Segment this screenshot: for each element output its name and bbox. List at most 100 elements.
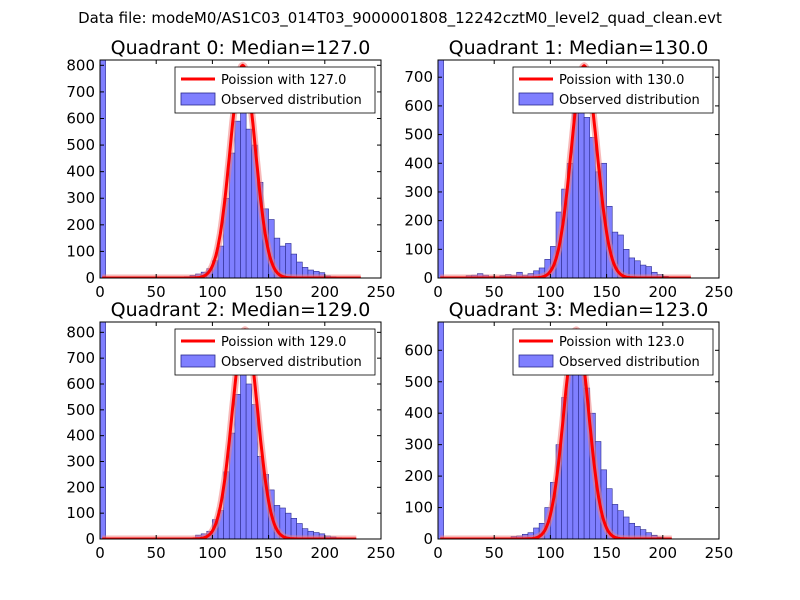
- x-tick-label: 150: [592, 283, 621, 301]
- x-tick-label: 150: [254, 283, 283, 301]
- histogram-bars: [438, 322, 664, 539]
- x-tick-label: 50: [147, 283, 166, 301]
- y-tick-label: 0: [85, 269, 95, 287]
- panel-quadrant-2: 0 50 100 150 200 250 0 100 200 300 400 500 600 700 800…: [66, 299, 395, 562]
- panel-title: Quadrant 2: Median=129.0: [111, 299, 371, 321]
- y-tick-label: 100: [66, 242, 95, 260]
- y-tick-label: 100: [66, 504, 95, 522]
- legend-line-label: Poission with 129.0: [221, 335, 346, 350]
- panel-title: Quadrant 3: Median=123.0: [449, 299, 709, 321]
- histogram-bar: [234, 394, 241, 539]
- x-tick-label: 250: [367, 544, 396, 562]
- legend-line-label: Poission with 130.0: [559, 73, 684, 88]
- x-tick-label: 50: [485, 544, 504, 562]
- x-tick-label: 50: [485, 283, 504, 301]
- histogram-bar: [617, 510, 624, 539]
- axes-frame: [437, 59, 720, 279]
- histogram-bar: [234, 120, 241, 278]
- x-tick-label: 0: [95, 544, 105, 562]
- y-tick-label: 500: [404, 373, 433, 391]
- axes-frame: [437, 321, 720, 540]
- legend-bar-label: Observed distribution: [221, 355, 362, 370]
- legend: Poission with 123.0 Observed distribution: [512, 328, 714, 376]
- y-tick-label: 300: [66, 453, 95, 471]
- poisson-curve: [439, 64, 692, 278]
- histogram-bar: [245, 383, 253, 539]
- legend-line-label: Poission with 123.0: [559, 335, 684, 350]
- panel-title: Quadrant 0: Median=127.0: [111, 37, 371, 59]
- y-tick-label: 200: [404, 467, 433, 485]
- histogram-bar: [438, 60, 444, 278]
- y-tick-label: 700: [66, 349, 95, 367]
- axes-frame: [99, 59, 382, 279]
- y-tick-label: 600: [66, 109, 95, 127]
- legend-bar-label: Observed distribution: [559, 93, 700, 108]
- legend: Poission with 127.0 Observed distribution: [174, 66, 376, 114]
- y-tick-label: 600: [404, 97, 433, 115]
- y-tick-label: 700: [404, 68, 433, 86]
- y-tick-label: 500: [404, 126, 433, 144]
- legend: Poission with 130.0 Observed distribution: [512, 66, 714, 114]
- legend-bar-swatch: [180, 92, 216, 106]
- y-tick-label: 0: [423, 530, 433, 548]
- y-tick-label: 800: [66, 56, 95, 74]
- poisson-curve: [101, 63, 362, 278]
- panel-title: Quadrant 1: Median=130.0: [449, 37, 709, 59]
- histogram-bar: [245, 128, 253, 278]
- y-tick-label: 300: [404, 183, 433, 201]
- legend-bar-label: Observed distribution: [221, 93, 362, 108]
- legend-line-label: Poission with 127.0: [221, 73, 346, 88]
- x-tick-label: 200: [648, 544, 677, 562]
- y-tick-label: 100: [404, 499, 433, 517]
- histogram-bar: [583, 117, 591, 278]
- y-tick-label: 800: [66, 323, 95, 341]
- histogram-bar: [100, 322, 106, 539]
- legend-bar-swatch: [518, 92, 554, 106]
- y-tick-label: 600: [404, 341, 433, 359]
- axes-frame: [99, 321, 382, 540]
- y-tick-label: 400: [404, 154, 433, 172]
- x-tick-label: 150: [254, 544, 283, 562]
- panel-quadrant-0: 0 50 100 150 200 250 0 100 200 300 400 500 600 700 800…: [66, 37, 395, 301]
- y-tick-label: 500: [66, 136, 95, 154]
- y-tick-label: 0: [85, 530, 95, 548]
- panel-quadrant-1: 0 50 100 150 200 250 0 100 200 300 400 500 600 700 Qua…: [404, 37, 733, 301]
- x-tick-label: 250: [705, 283, 734, 301]
- histogram-bar: [240, 91, 247, 278]
- y-tick-label: 300: [66, 189, 95, 207]
- x-tick-label: 250: [705, 544, 734, 562]
- x-tick-label: 100: [198, 283, 227, 301]
- y-tick-label: 300: [404, 436, 433, 454]
- x-tick-label: 200: [310, 544, 339, 562]
- histogram-bar: [240, 370, 247, 539]
- y-tick-label: 100: [404, 240, 433, 258]
- y-tick-label: 200: [404, 212, 433, 230]
- y-tick-label: 500: [66, 401, 95, 419]
- y-tick-label: 200: [66, 478, 95, 496]
- x-tick-label: 200: [310, 283, 339, 301]
- x-tick-label: 0: [95, 283, 105, 301]
- y-tick-label: 0: [423, 269, 433, 287]
- legend-bar-swatch: [180, 354, 216, 368]
- x-tick-label: 0: [433, 283, 443, 301]
- x-tick-label: 100: [198, 544, 227, 562]
- x-tick-label: 100: [536, 283, 565, 301]
- y-tick-label: 400: [66, 163, 95, 181]
- y-tick-label: 700: [66, 83, 95, 101]
- y-tick-label: 600: [66, 375, 95, 393]
- y-tick-label: 400: [404, 404, 433, 422]
- figure-title: Data file: modeM0/AS1C03_014T03_90000018…: [78, 9, 722, 27]
- x-tick-label: 100: [536, 544, 565, 562]
- histogram-bar: [438, 322, 444, 539]
- x-tick-label: 250: [367, 283, 396, 301]
- histogram-bar: [100, 60, 106, 278]
- legend-bar-swatch: [518, 354, 554, 368]
- y-tick-label: 400: [66, 427, 95, 445]
- legend: Poission with 129.0 Observed distribution: [174, 328, 376, 376]
- panel-quadrant-3: 0 50 100 150 200 250 0 100 200 300 400 500 600 Quadra…: [404, 299, 733, 562]
- x-tick-label: 200: [648, 283, 677, 301]
- histogram-bar: [285, 243, 292, 278]
- x-tick-label: 0: [433, 544, 443, 562]
